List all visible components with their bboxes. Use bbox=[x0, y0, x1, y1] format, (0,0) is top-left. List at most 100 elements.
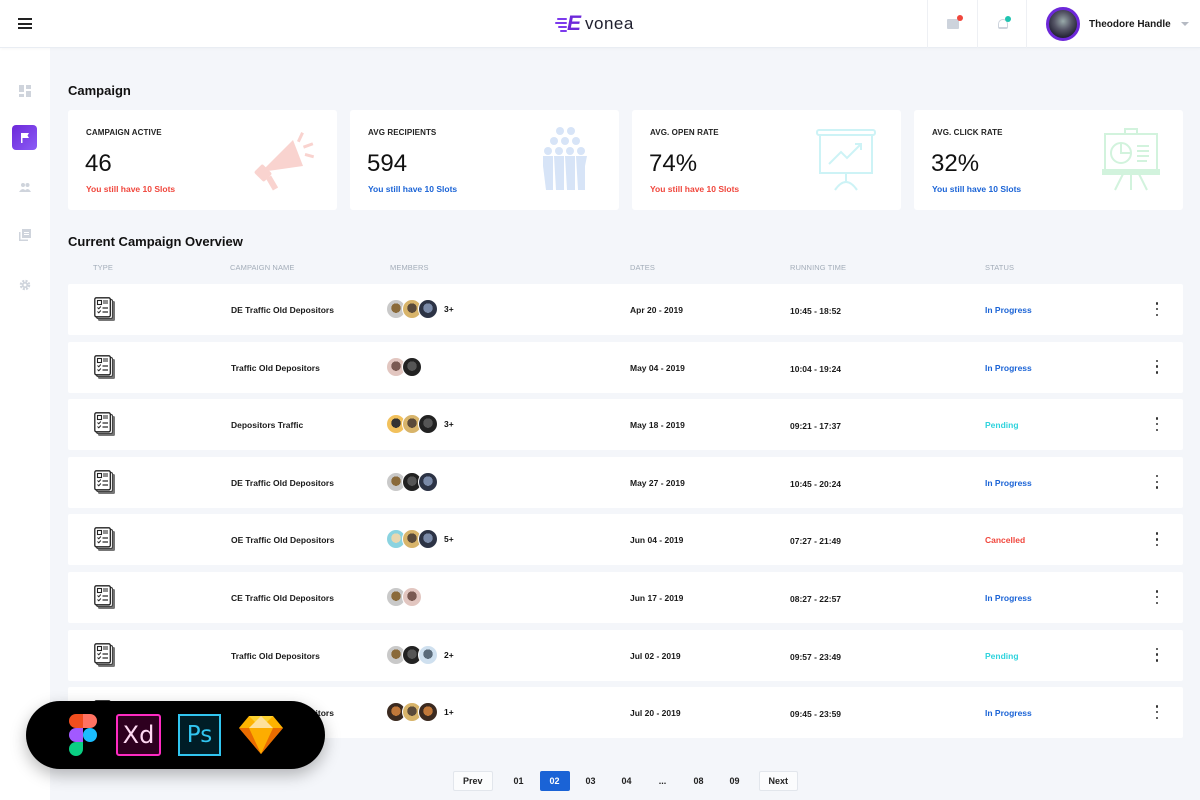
members-group bbox=[386, 587, 422, 607]
sidebar-item-library[interactable] bbox=[12, 222, 37, 247]
sidebar-item-users[interactable] bbox=[12, 174, 37, 199]
members-more-count: 3+ bbox=[444, 304, 454, 314]
member-avatar bbox=[418, 644, 438, 665]
checklist-document-icon bbox=[94, 412, 115, 437]
stat-value: 74% bbox=[649, 150, 698, 177]
crowd-icon bbox=[543, 127, 587, 190]
messages-button[interactable] bbox=[927, 0, 977, 48]
stat-card-avg-open-rate: AVG. OPEN RATE 74% You still have 10 Slo… bbox=[632, 110, 901, 210]
status-badge: In Progress bbox=[985, 362, 1032, 373]
campaign-name[interactable]: Traffic Old Depositors bbox=[231, 650, 320, 661]
sketch-icon bbox=[239, 716, 283, 754]
sidebar-item-campaigns[interactable] bbox=[12, 125, 37, 150]
stat-subtext: You still have 10 Slots bbox=[650, 184, 740, 194]
hamburger-menu-icon[interactable] bbox=[18, 18, 32, 29]
mail-icon bbox=[946, 15, 963, 29]
megaphone-icon bbox=[254, 132, 315, 191]
running-time: 08:27 - 22:57 bbox=[790, 594, 842, 604]
presentation-chart-icon bbox=[816, 129, 876, 191]
page-03-button[interactable]: 03 bbox=[585, 776, 596, 786]
section-title-overview: Current Campaign Overview bbox=[68, 234, 243, 249]
table-row[interactable]: Depositors Traffic 3+ May 18 - 2019 09:2… bbox=[68, 399, 1183, 451]
column-header-campaign-name: CAMPAIGN NAME bbox=[230, 263, 295, 272]
table-row[interactable]: DE Traffic Old Depositors 3+ Apr 20 - 20… bbox=[68, 284, 1183, 335]
stat-label: AVG RECIPIENTS bbox=[368, 128, 437, 137]
stat-value: 32% bbox=[931, 150, 980, 177]
more-options-icon[interactable] bbox=[1155, 705, 1159, 720]
column-header-running-time: RUNNING TIME bbox=[790, 263, 847, 272]
user-name: Theodore Handle bbox=[1089, 18, 1171, 30]
member-avatar bbox=[418, 414, 438, 435]
table-row[interactable]: CE Traffic Old Depositors Jun 17 - 2019 … bbox=[68, 572, 1183, 623]
column-header-status: STATUS bbox=[985, 263, 1015, 272]
campaign-name[interactable]: OE Traffic Old Depositors bbox=[231, 535, 335, 546]
members-group: 1+ bbox=[386, 702, 454, 723]
status-badge: In Progress bbox=[985, 708, 1032, 719]
page-09-button[interactable]: 09 bbox=[729, 776, 740, 786]
table-row[interactable]: OE Traffic Old Depositors 5+ Jun 04 - 20… bbox=[68, 514, 1183, 566]
stat-card-avg-click-rate: AVG. CLICK RATE 32% You still have 10 Sl… bbox=[914, 110, 1183, 210]
more-options-icon[interactable] bbox=[1155, 359, 1159, 374]
more-options-icon[interactable] bbox=[1155, 647, 1159, 662]
running-time: 09:45 - 23:59 bbox=[790, 709, 842, 720]
sidebar-item-dashboard[interactable] bbox=[12, 78, 37, 103]
more-options-icon[interactable] bbox=[1155, 302, 1159, 316]
campaign-date: Jul 02 - 2019 bbox=[630, 650, 681, 661]
logo[interactable]: E vonea bbox=[555, 10, 634, 38]
main-content: Campaign CAMPAIGN ACTIVE 46 You still ha… bbox=[50, 48, 1200, 800]
members-group: 3+ bbox=[386, 299, 454, 319]
campaign-name[interactable]: DE Traffic Old Depositors bbox=[231, 305, 334, 315]
campaign-name[interactable]: CE Traffic Old Depositors bbox=[231, 593, 334, 603]
notifications-button[interactable] bbox=[977, 0, 1027, 48]
design-tools-badge: Xd Ps bbox=[26, 701, 325, 769]
more-options-icon[interactable] bbox=[1155, 474, 1159, 489]
campaign-date: Jul 20 - 2019 bbox=[630, 708, 681, 719]
status-badge: In Progress bbox=[985, 477, 1032, 488]
top-bar: E vonea Theodore Handle bbox=[0, 0, 1200, 48]
member-avatar bbox=[402, 356, 422, 377]
stat-card-campaign-active: CAMPAIGN ACTIVE 46 You still have 10 Slo… bbox=[68, 110, 337, 210]
photoshop-icon: Ps bbox=[178, 714, 221, 756]
chevron-down-icon bbox=[1180, 22, 1189, 26]
more-options-icon[interactable] bbox=[1155, 417, 1159, 432]
mail-notification-dot bbox=[956, 15, 963, 21]
logo-wordmark: vonea bbox=[585, 14, 634, 33]
stat-label: AVG. OPEN RATE bbox=[650, 128, 719, 137]
campaign-name[interactable]: Depositors Traffic bbox=[231, 420, 304, 431]
prev-page-button[interactable]: Prev bbox=[453, 771, 493, 791]
table-header: TYPE CAMPAIGN NAME MEMBERS DATES RUNNING… bbox=[50, 263, 1200, 275]
more-options-icon[interactable] bbox=[1155, 590, 1159, 604]
campaign-date: Jun 17 - 2019 bbox=[630, 593, 684, 603]
section-title-campaign: Campaign bbox=[68, 83, 131, 98]
bell-icon bbox=[997, 16, 1011, 29]
page-02-button[interactable]: 02 bbox=[539, 771, 570, 791]
page-01-button[interactable]: 01 bbox=[513, 776, 524, 786]
checklist-document-icon bbox=[94, 642, 115, 667]
campaign-name[interactable]: DE Traffic Old Depositors bbox=[231, 477, 334, 488]
campaign-date: May 04 - 2019 bbox=[630, 362, 685, 373]
presentation-pie-icon bbox=[1102, 128, 1160, 191]
campaign-date: May 27 - 2019 bbox=[630, 477, 685, 488]
status-badge: Pending bbox=[985, 650, 1019, 661]
user-menu[interactable]: Theodore Handle bbox=[1026, 0, 1200, 48]
stat-label: CAMPAIGN ACTIVE bbox=[86, 128, 162, 137]
running-time: 10:04 - 19:24 bbox=[790, 363, 842, 374]
page-08-button[interactable]: 08 bbox=[693, 776, 704, 786]
column-header-type: TYPE bbox=[93, 263, 113, 272]
next-page-button[interactable]: Next bbox=[758, 771, 799, 791]
table-row[interactable]: Traffic Old Depositors 2+ Jul 02 - 2019 … bbox=[68, 629, 1183, 681]
table-row[interactable]: Traffic Old Depositors May 04 - 2019 10:… bbox=[68, 341, 1183, 393]
sidebar-item-settings[interactable] bbox=[12, 272, 37, 297]
stat-subtext: You still have 10 Slots bbox=[368, 184, 458, 194]
more-options-icon[interactable] bbox=[1155, 532, 1159, 547]
checklist-document-icon bbox=[94, 469, 115, 494]
dashboard-icon bbox=[18, 84, 31, 97]
page-04-button[interactable]: 04 bbox=[621, 776, 632, 786]
campaign-name[interactable]: Traffic Old Depositors bbox=[231, 362, 320, 373]
table-row[interactable]: DE Traffic Old Depositors May 27 - 2019 … bbox=[68, 456, 1183, 508]
member-avatar bbox=[402, 587, 422, 607]
gear-icon bbox=[19, 279, 30, 290]
checklist-document-icon bbox=[94, 297, 115, 321]
library-icon bbox=[18, 228, 31, 241]
status-badge: In Progress bbox=[985, 305, 1032, 315]
